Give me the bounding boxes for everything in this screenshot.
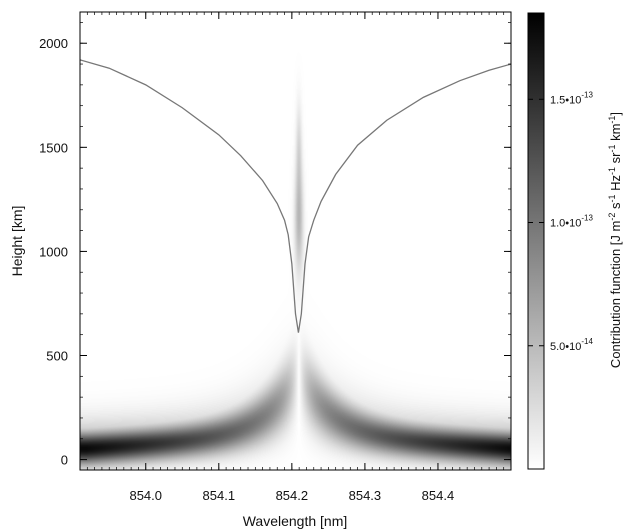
y-axis-ticks: 0 500 1000 1500 2000 — [39, 22, 511, 468]
x-tick-label: 854.3 — [349, 488, 382, 503]
y-tick-label: 500 — [46, 349, 68, 364]
x-tick-label: 854.1 — [203, 488, 236, 503]
x-tick-label: 854.4 — [422, 488, 455, 503]
contribution-heatmap — [80, 12, 511, 470]
x-axis-title: Wavelength [nm] — [243, 513, 348, 529]
y-tick-label: 2000 — [39, 36, 68, 51]
x-tick-label: 854.0 — [129, 488, 162, 503]
x-axis-ticks: 854.0 854.1 854.2 854.3 854.4 — [79, 12, 512, 503]
y-tick-label: 1500 — [39, 140, 68, 155]
y-tick-label: 1000 — [39, 244, 68, 259]
x-tick-label: 854.2 — [276, 488, 309, 503]
colorbar-label: Contribution function [J m-2 s-1 Hz-1 sr… — [607, 112, 623, 368]
tau-unity-curve — [80, 59, 511, 333]
colorbar — [527, 12, 545, 470]
heatmap-image — [80, 12, 511, 470]
y-axis-title: Height [km] — [9, 206, 25, 277]
plot-frame — [79, 11, 512, 471]
y-tick-label: 0 — [61, 453, 68, 468]
colorbar-tick-label: 1.0•10-13 — [550, 214, 594, 230]
colorbar-tick-label: 1.5•10-13 — [550, 90, 594, 106]
colorbar-ticks: 5.0•10-14 1.0•10-13 1.5•10-13 — [528, 90, 594, 353]
colorbar-tick-label: 5.0•10-14 — [550, 337, 594, 353]
